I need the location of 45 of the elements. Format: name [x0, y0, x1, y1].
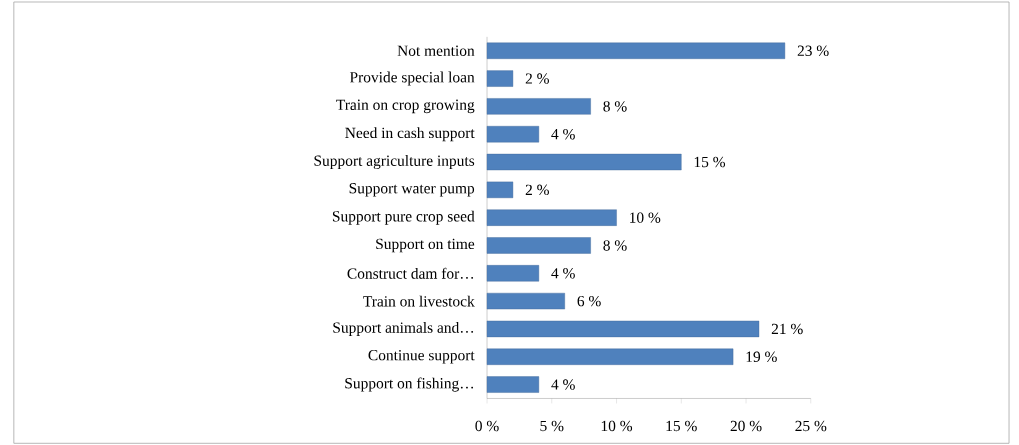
y-tick-label: Support agriculture inputs [314, 154, 475, 169]
data-label: 4 % [551, 379, 575, 390]
y-tick-label: Train on livestock [363, 295, 475, 307]
data-label: 4 % [551, 267, 575, 279]
bar [486, 348, 734, 365]
y-tick-label: Support water pump [349, 182, 475, 197]
bar [486, 320, 760, 337]
data-label: 8 % [603, 240, 627, 251]
data-label: 23 % [797, 45, 829, 56]
y-tick-label: Support animals and… [333, 321, 474, 336]
bar [486, 42, 786, 59]
x-tick-label: 20 % [730, 420, 762, 432]
data-label: 19 % [746, 351, 777, 362]
bar [486, 125, 540, 143]
x-tick-label: 10 % [601, 420, 633, 432]
bar [486, 98, 591, 115]
x-tick-label: 15 % [666, 420, 697, 432]
data-label: 15 % [694, 156, 726, 168]
data-label: 6 % [577, 295, 601, 307]
bar [486, 70, 514, 87]
data-label: 4 % [551, 128, 575, 140]
bar [486, 153, 682, 171]
data-label: 8 % [603, 101, 627, 112]
y-tick-label: Construct dam for… [347, 267, 474, 279]
x-tick-label: 0 % [475, 420, 499, 432]
data-label: 10 % [630, 212, 661, 223]
data-label: 2 % [525, 184, 549, 195]
y-tick-label: Train on crop growing [336, 99, 475, 114]
bar [486, 264, 540, 282]
y-tick-label: Support on fishing… [345, 377, 474, 392]
bar [486, 209, 617, 226]
y-tick-label: Not mention [397, 45, 475, 56]
x-tick-label: 25 % [795, 420, 827, 432]
bar [486, 376, 540, 393]
y-tick-label: Support pure crop seed [332, 210, 475, 225]
y-tick-label: Continue support [368, 349, 475, 364]
data-label: 21 % [771, 323, 803, 335]
data-label: 2 % [525, 73, 549, 84]
bar [486, 237, 591, 254]
y-tick-label: Provide special loan [349, 71, 475, 86]
bar [486, 292, 565, 310]
y-tick-label: Need in cash support [345, 127, 475, 142]
bar [486, 181, 514, 198]
y-tick-label: Support on time [376, 238, 475, 253]
x-tick-label: 5 % [540, 420, 564, 432]
